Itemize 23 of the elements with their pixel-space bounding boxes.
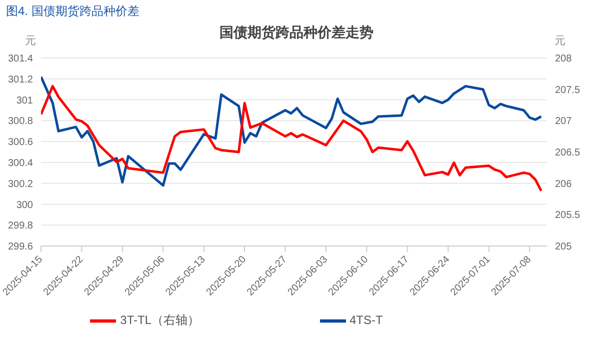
y2-tick-label: 206.5 [555, 148, 580, 159]
caption: 图4. 国债期货跨品种价差 [6, 3, 140, 20]
y-tick-label: 301 [16, 95, 34, 106]
chart-title: 国债期货跨品种价差走势 [220, 24, 374, 40]
y2-tick-label: 206 [555, 178, 572, 190]
y2-tick-label: 205.5 [555, 210, 580, 222]
y-axis-title: 元 [25, 35, 36, 47]
y2-axis-title: 元 [554, 35, 566, 47]
y-tick-label: 300 [16, 200, 34, 211]
y-tick-label: 300.2 [8, 178, 34, 190]
y-tick-label: 300.6 [8, 137, 34, 148]
y-tick-label: 300.8 [8, 116, 34, 128]
y2-tick-label: 207.5 [555, 84, 580, 96]
y-tick-label: 301.4 [8, 54, 34, 65]
legend-label: 3T-TL（右轴） [120, 313, 200, 328]
y-tick-label: 299.6 [8, 242, 34, 253]
y-tick-label: 299.8 [8, 220, 34, 232]
legend-label: 4TS-T [350, 313, 383, 328]
y2-tick-label: 205 [555, 242, 572, 253]
y-tick-label: 300.4 [8, 158, 34, 169]
y2-tick-label: 207 [555, 116, 572, 128]
y2-tick-label: 208 [555, 54, 572, 65]
y-tick-label: 301.2 [8, 74, 34, 86]
